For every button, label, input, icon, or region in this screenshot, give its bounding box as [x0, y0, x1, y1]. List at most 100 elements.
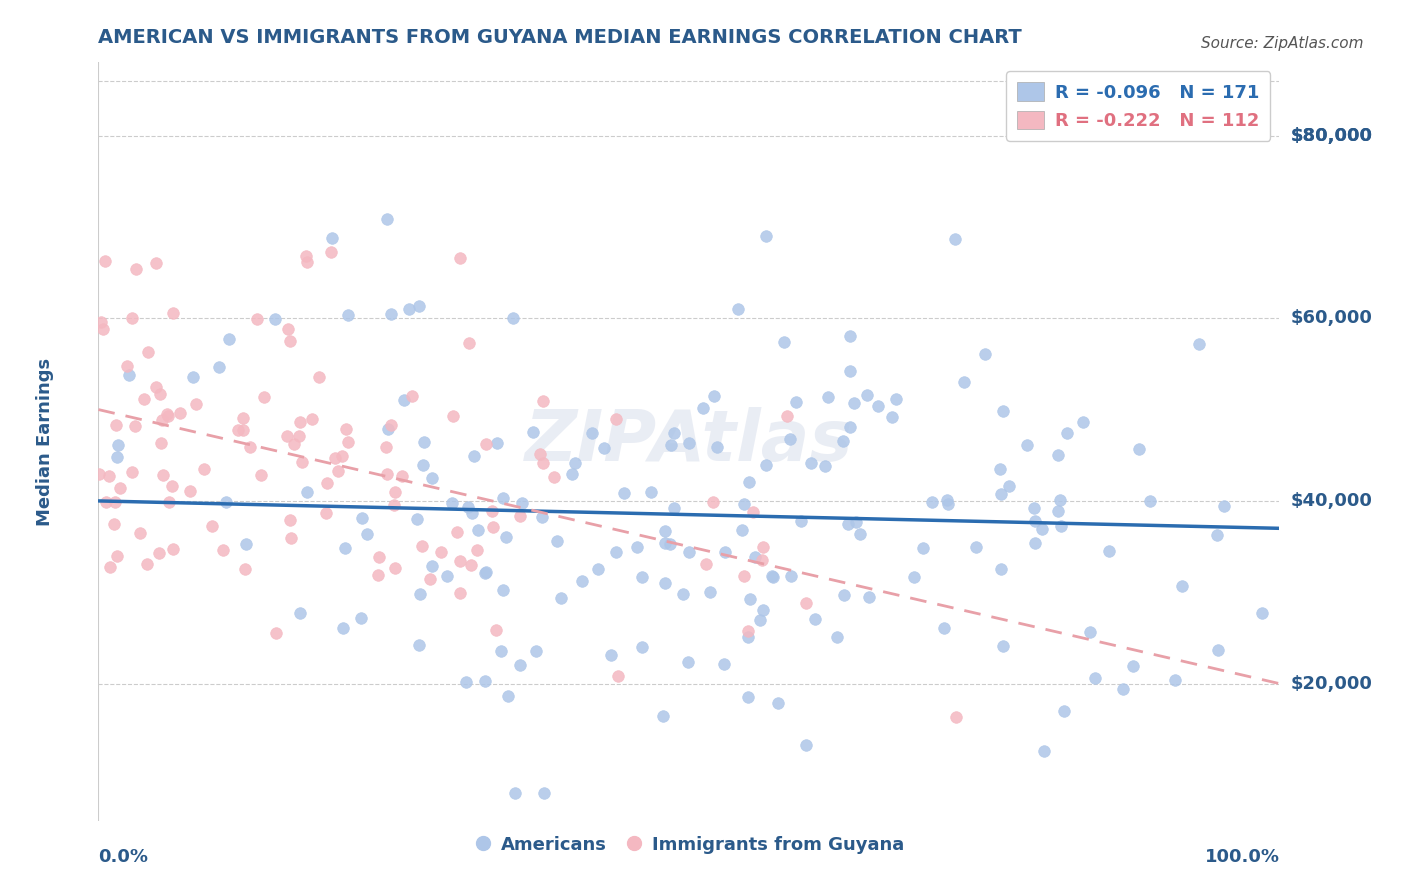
Point: [239, 440, 262, 454]
Point: [392, 393, 415, 408]
Point: [201, 519, 224, 533]
Point: [408, 639, 430, 653]
Point: [148, 546, 170, 560]
Point: [430, 545, 453, 559]
Point: [232, 423, 254, 437]
Point: [522, 425, 544, 439]
Point: [762, 569, 785, 583]
Point: [1188, 336, 1211, 351]
Point: [149, 386, 172, 401]
Point: [752, 541, 775, 555]
Point: [714, 545, 737, 559]
Point: [903, 570, 925, 584]
Point: [550, 591, 572, 606]
Point: [659, 438, 682, 452]
Point: [105, 450, 128, 464]
Point: [162, 306, 184, 320]
Point: [156, 409, 179, 423]
Point: [804, 612, 827, 626]
Point: [152, 468, 174, 483]
Point: [1171, 579, 1194, 593]
Point: [246, 312, 269, 326]
Point: [842, 396, 865, 410]
Point: [226, 423, 249, 437]
Point: [321, 244, 343, 259]
Point: [330, 450, 353, 464]
Point: [253, 390, 276, 404]
Text: ZIPAtlas: ZIPAtlas: [524, 407, 853, 476]
Point: [529, 447, 551, 461]
Point: [868, 399, 890, 413]
Point: [218, 332, 240, 346]
Point: [481, 504, 503, 518]
Point: [411, 539, 433, 553]
Point: [1053, 704, 1076, 718]
Point: [768, 696, 790, 710]
Point: [605, 412, 627, 426]
Point: [160, 479, 183, 493]
Point: [662, 425, 685, 440]
Point: [463, 449, 485, 463]
Point: [1122, 659, 1144, 673]
Point: [776, 409, 799, 423]
Point: [790, 514, 813, 528]
Point: [367, 550, 389, 565]
Point: [1112, 682, 1135, 697]
Point: [749, 613, 772, 627]
Text: 0.0%: 0.0%: [98, 848, 149, 866]
Point: [838, 419, 860, 434]
Point: [699, 585, 721, 599]
Point: [391, 468, 413, 483]
Point: [486, 435, 509, 450]
Point: [561, 467, 583, 481]
Point: [264, 625, 287, 640]
Point: [215, 495, 238, 509]
Point: [482, 520, 505, 534]
Point: [945, 710, 967, 724]
Point: [935, 493, 957, 508]
Point: [751, 552, 773, 566]
Point: [492, 491, 515, 506]
Point: [731, 523, 754, 537]
Point: [1071, 416, 1094, 430]
Point: [350, 510, 373, 524]
Point: [755, 458, 778, 472]
Point: [94, 494, 117, 508]
Point: [104, 418, 127, 433]
Point: [991, 639, 1014, 653]
Point: [825, 630, 848, 644]
Point: [880, 409, 903, 424]
Point: [121, 465, 143, 479]
Point: [467, 523, 489, 537]
Point: [581, 425, 603, 440]
Point: [474, 566, 496, 580]
Point: [332, 621, 354, 635]
Point: [457, 500, 479, 514]
Point: [278, 334, 301, 348]
Point: [794, 738, 817, 752]
Point: [943, 232, 966, 246]
Point: [505, 786, 527, 800]
Point: [156, 407, 179, 421]
Point: [107, 437, 129, 451]
Point: [912, 541, 935, 555]
Point: [509, 657, 531, 672]
Point: [1022, 501, 1045, 516]
Point: [129, 525, 152, 540]
Point: [321, 231, 343, 245]
Point: [233, 561, 256, 575]
Point: [1251, 606, 1274, 620]
Point: [405, 512, 427, 526]
Point: [367, 568, 389, 582]
Point: [692, 401, 714, 416]
Point: [441, 409, 464, 423]
Point: [695, 557, 717, 571]
Point: [856, 388, 879, 402]
Point: [1024, 536, 1046, 550]
Point: [1128, 442, 1150, 456]
Point: [654, 575, 676, 590]
Text: Median Earnings: Median Earnings: [37, 358, 55, 525]
Point: [124, 419, 146, 434]
Point: [727, 302, 749, 317]
Point: [884, 392, 907, 407]
